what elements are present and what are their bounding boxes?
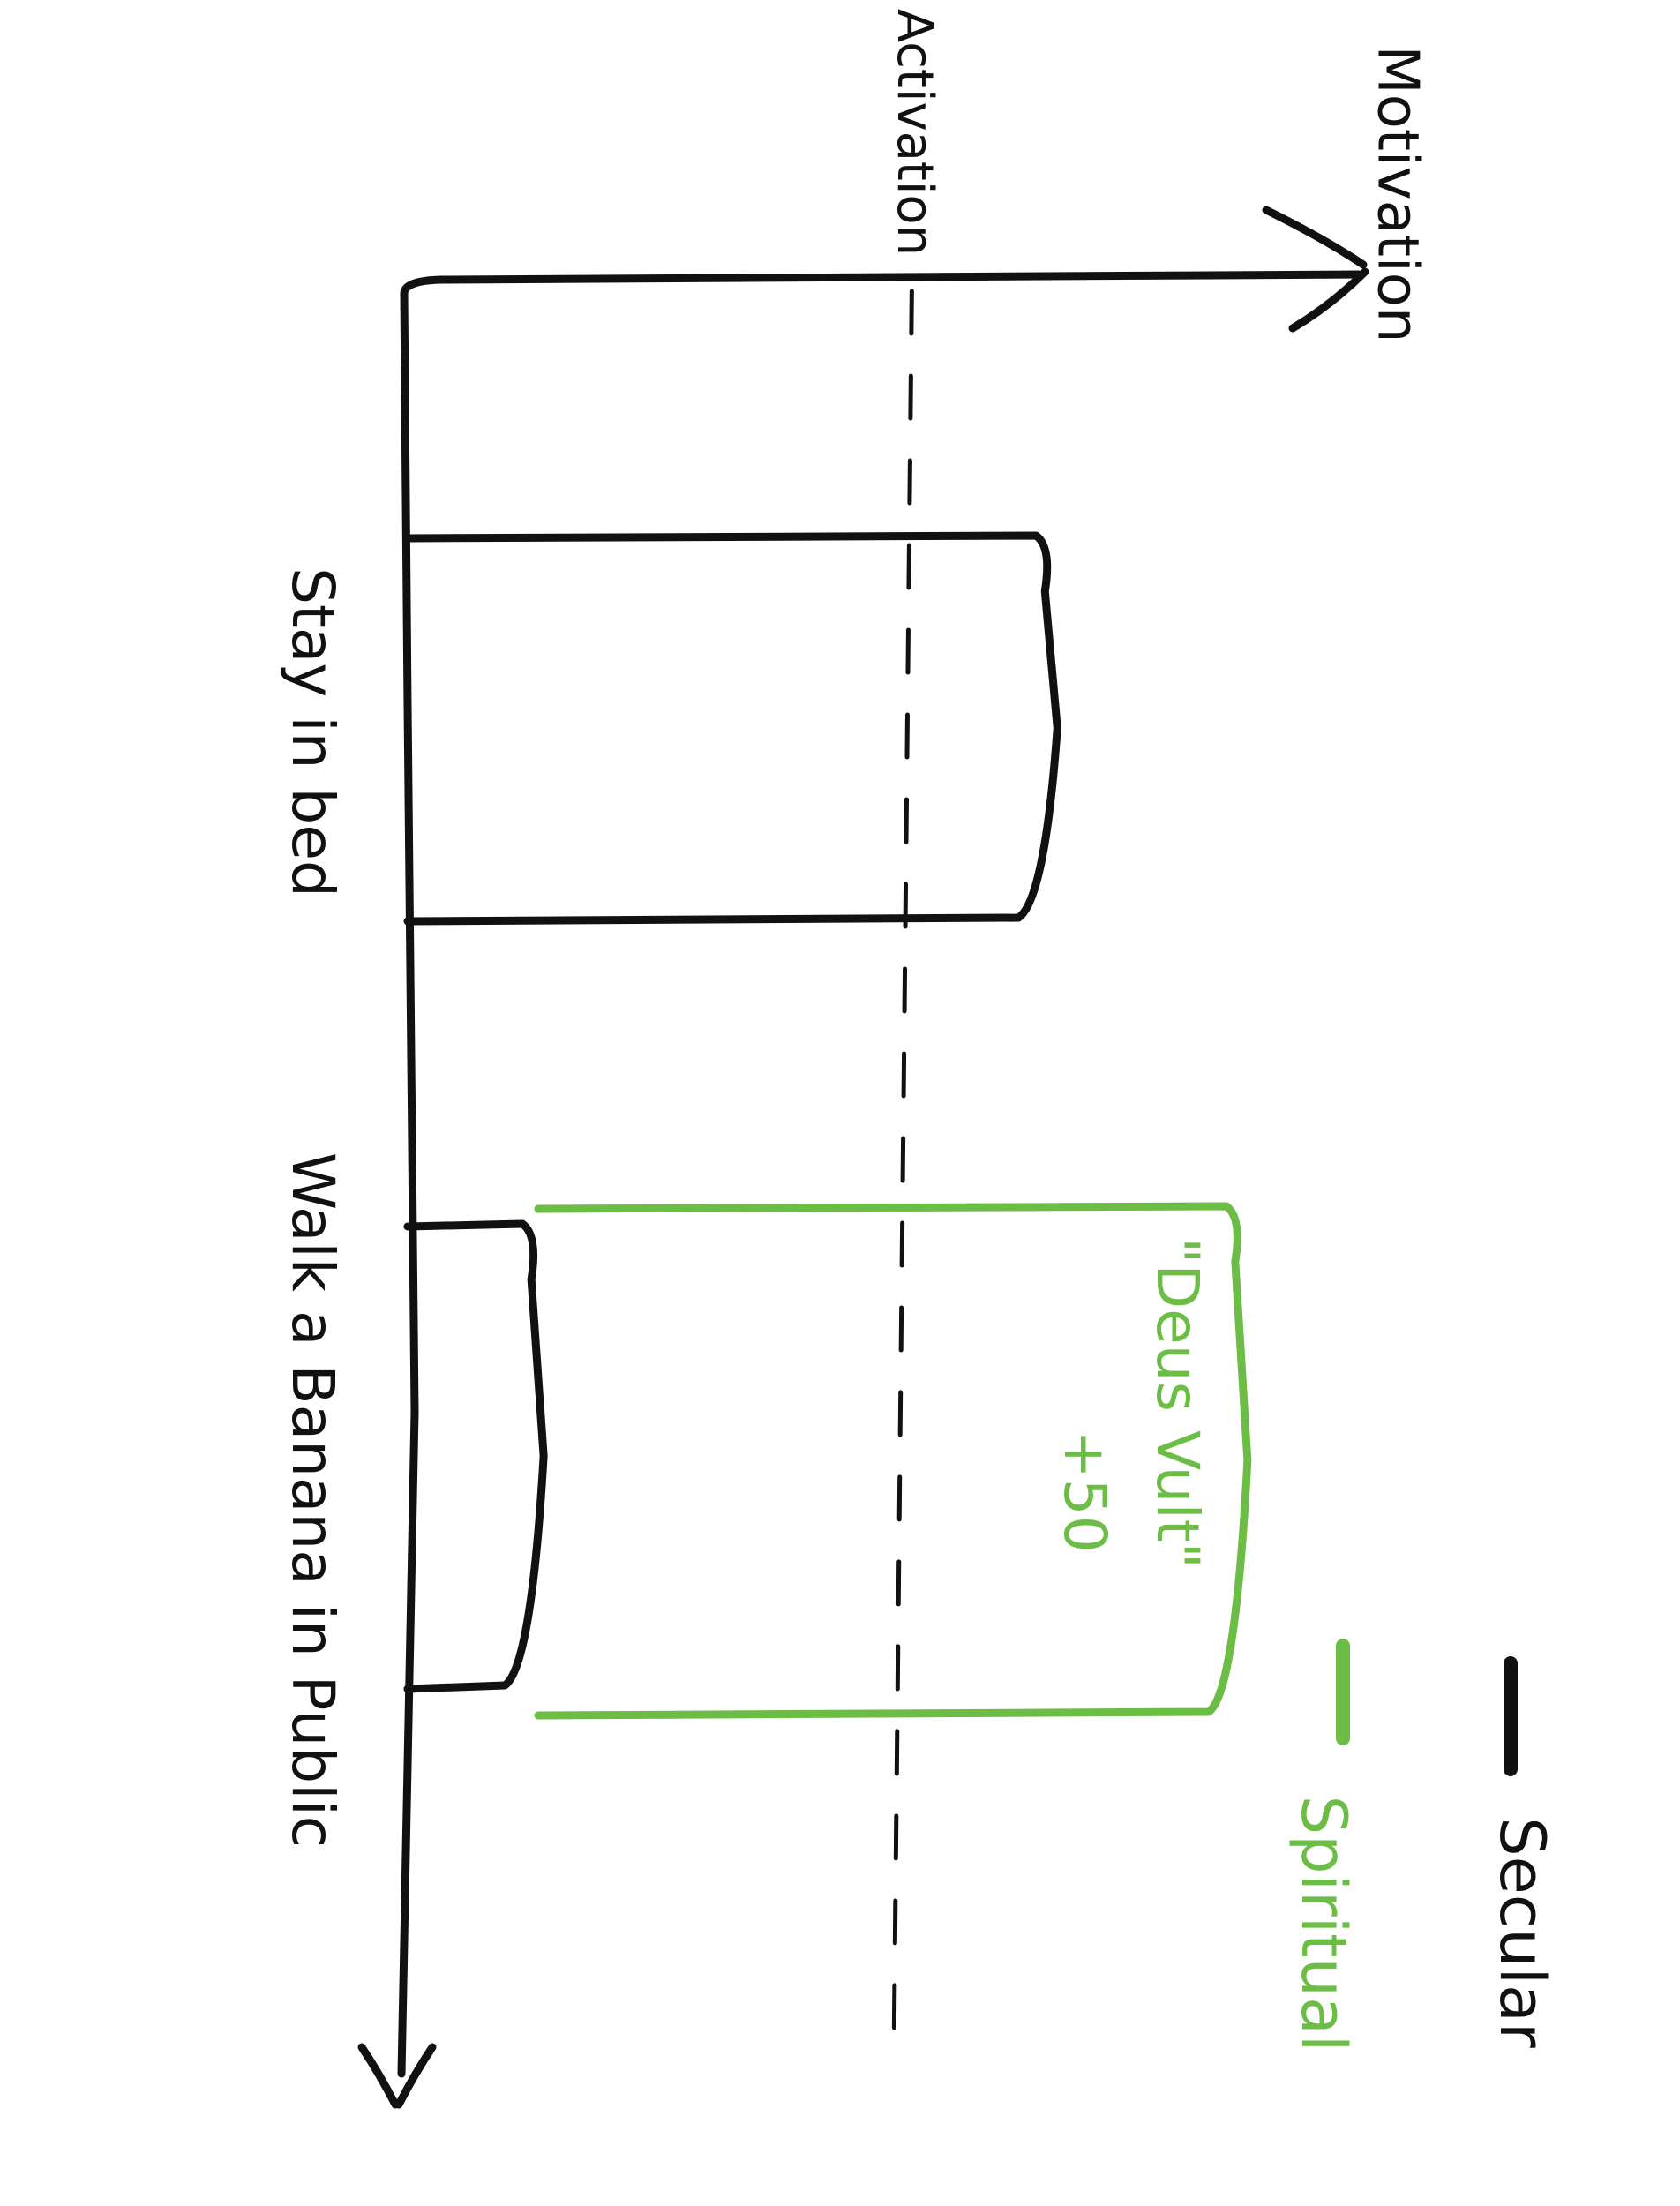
bar-spiritual-walk-a-banana-in-public: [534, 1202, 1252, 1720]
legend-label-spiritual: Spiritual: [1287, 1796, 1360, 2052]
value-axis-label: Motivation: [1364, 46, 1429, 343]
bar-secular-stay-in-bed: [403, 531, 1061, 926]
bars: [403, 531, 1252, 1720]
activation-line: [891, 289, 914, 2032]
legend-label-secular: Secular: [1486, 1817, 1558, 2048]
annotation-2: +50: [1051, 1429, 1119, 1552]
annotations: "Deus Vult" +50: [1051, 1237, 1211, 1569]
axes: Motivation: [357, 46, 1429, 2109]
activation-label: Activation: [886, 9, 943, 256]
bar-secular-walk-a-banana-in-public: [403, 1219, 548, 1693]
category-axis-line: [397, 289, 419, 2078]
annotation-1: "Deus Vult": [1144, 1237, 1211, 1569]
legend: Secular Spiritual: [1287, 1639, 1558, 2052]
value-axis-line: [400, 270, 1363, 298]
category-axis-arrowhead: [357, 2043, 437, 2109]
category-label-walk-a-banana-in-public: Walk a Banana in Public: [279, 1152, 347, 1848]
category-labels: Stay in bed Walk a Banana in Public: [279, 567, 347, 1848]
category-label-stay-in-bed: Stay in bed: [279, 567, 347, 897]
value-axis-arrowhead: [1262, 206, 1369, 333]
activation-threshold: Activation: [886, 9, 943, 2032]
